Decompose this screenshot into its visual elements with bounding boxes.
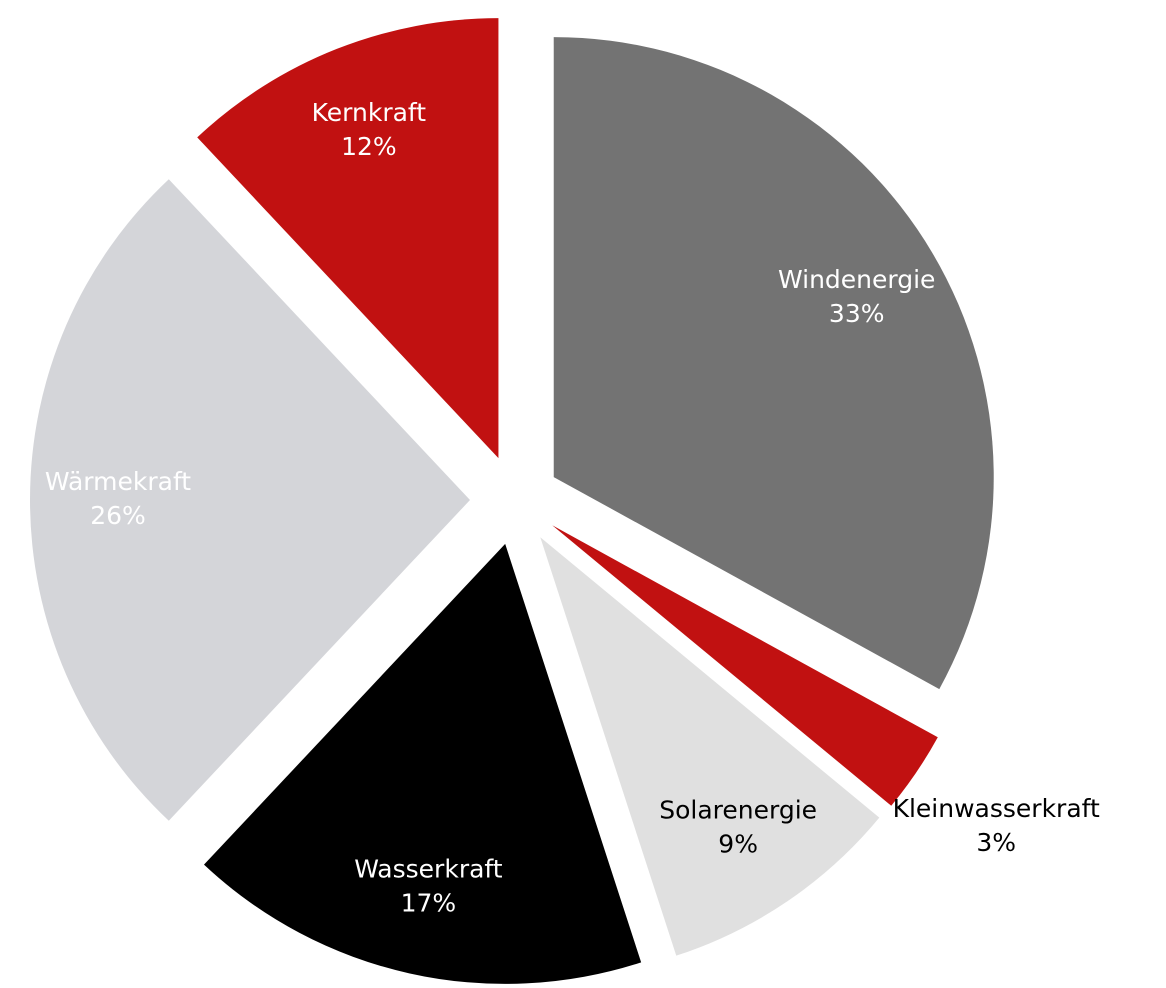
slice-value-label: 12% bbox=[341, 132, 397, 161]
pie-slice bbox=[553, 37, 994, 690]
slice-value-label: 26% bbox=[90, 501, 146, 530]
slice-value-label: 17% bbox=[401, 888, 457, 917]
pie-slice bbox=[197, 18, 499, 459]
slice-label: Kleinwasserkraft bbox=[893, 794, 1100, 823]
slice-value-label: 33% bbox=[829, 299, 885, 328]
slice-value-label: 3% bbox=[976, 828, 1016, 857]
slice-label: Wasserkraft bbox=[354, 854, 503, 883]
slice-value-label: 9% bbox=[718, 829, 758, 858]
slice-label: Kernkraft bbox=[312, 98, 427, 127]
pie-slice bbox=[552, 525, 938, 806]
pie-slice bbox=[540, 537, 880, 956]
slice-label: Wärmekraft bbox=[45, 467, 191, 496]
slice-label: Solarenergie bbox=[659, 795, 817, 824]
slice-label: Windenergie bbox=[778, 265, 935, 294]
pie-slice bbox=[29, 179, 471, 821]
pie-slice bbox=[203, 543, 642, 984]
